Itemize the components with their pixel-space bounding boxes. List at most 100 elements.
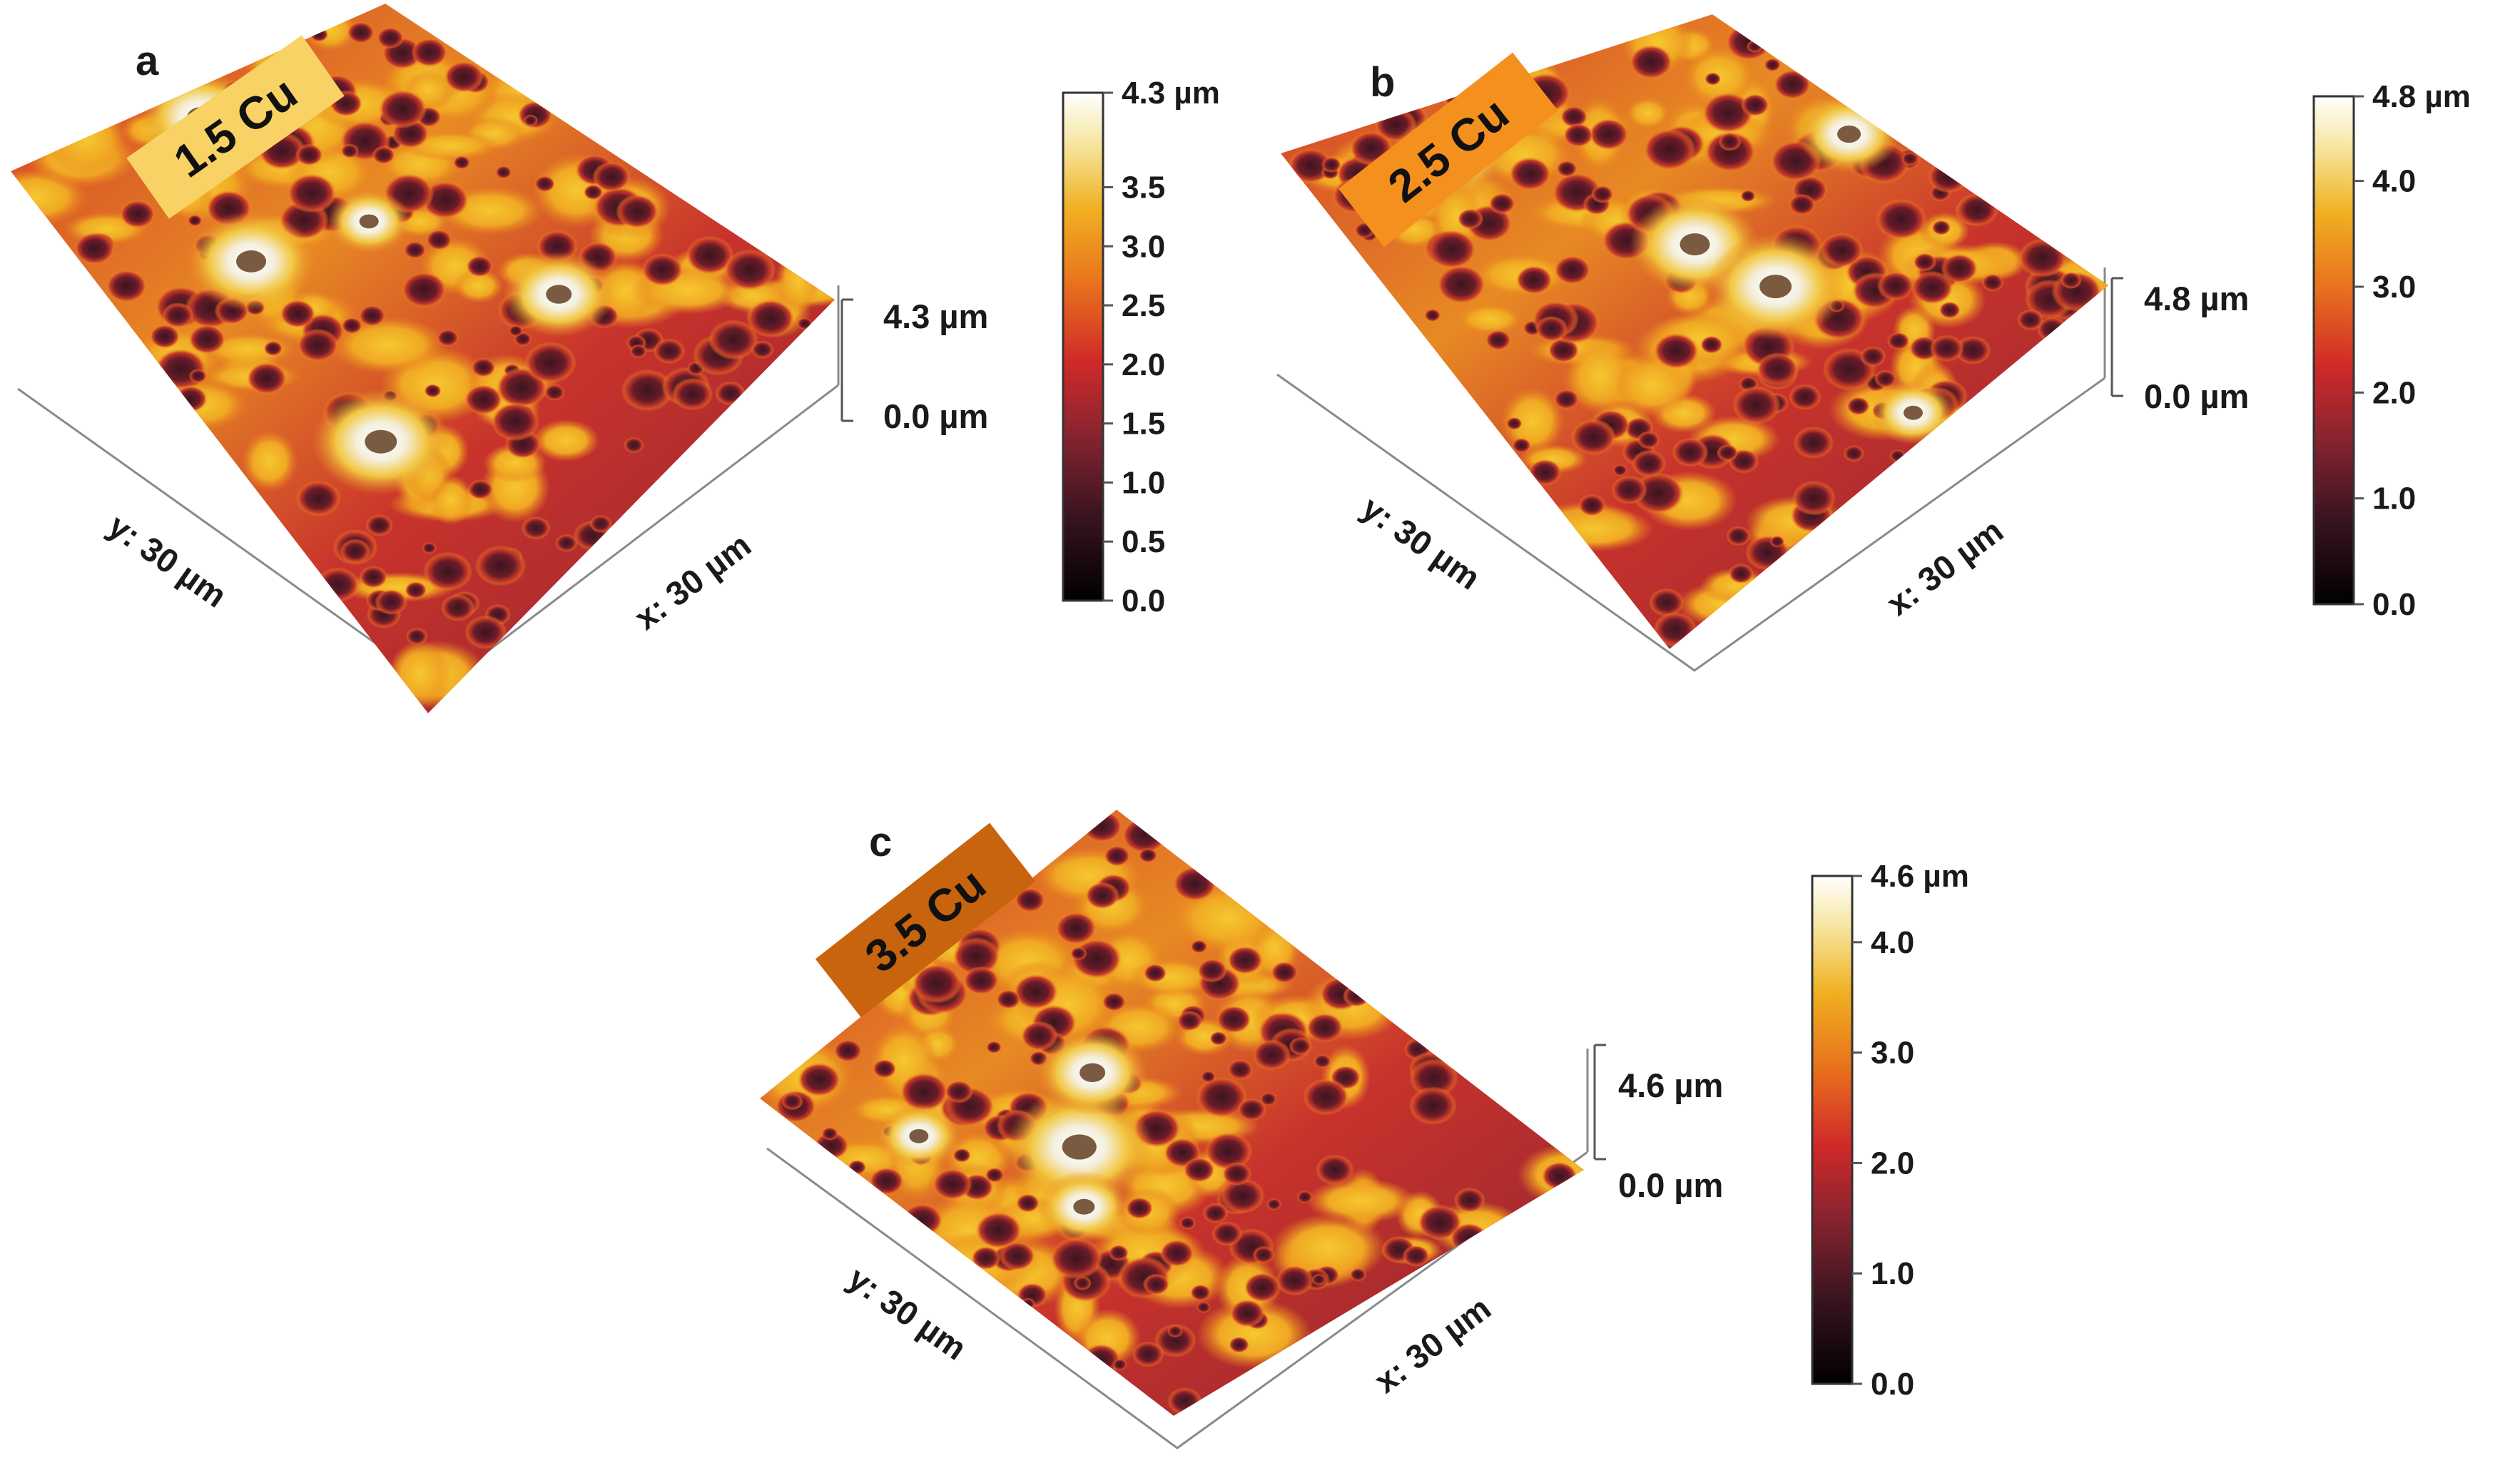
- surface-pit: [1506, 417, 1523, 430]
- surface-pit: [1611, 475, 1647, 504]
- surface-pit: [1653, 611, 1697, 647]
- surface-pit: [534, 175, 555, 193]
- surface-pit: [1296, 1190, 1314, 1204]
- surface-pit: [1717, 444, 1739, 462]
- surface-pit: [173, 385, 208, 413]
- surface-pit: [1560, 106, 1588, 128]
- surface-pit: [1266, 1198, 1282, 1210]
- surface-pit: [1085, 882, 1120, 909]
- surface-pit: [495, 165, 512, 179]
- surface-pit: [952, 937, 1000, 976]
- surface-pit: [1769, 536, 1785, 548]
- surface-pit: [1409, 1059, 1458, 1098]
- panel-c-surface: [760, 810, 1584, 1416]
- surface-pit: [1202, 1203, 1229, 1224]
- panel-b-badge-bg: [1338, 52, 1559, 248]
- surface-pit: [422, 541, 437, 554]
- panel-b-letter: b: [1370, 59, 1395, 106]
- surface-pit: [1271, 961, 1299, 984]
- surface-pit: [975, 1211, 1022, 1249]
- surface-pit: [1227, 1059, 1254, 1080]
- surface-pit: [1132, 1341, 1164, 1367]
- surface-pit: [347, 21, 375, 44]
- surface-pit: [1637, 431, 1660, 449]
- surface-pit: [471, 357, 496, 377]
- surface-pit: [797, 317, 813, 330]
- surface-pit: [1843, 444, 1865, 462]
- surface-pit: [1556, 160, 1577, 178]
- surface-pit: [149, 324, 181, 349]
- surface-pit: [523, 114, 539, 126]
- surface-pit: [1196, 1076, 1248, 1118]
- surface-bump: [1306, 1178, 1417, 1224]
- surface-pit: [340, 539, 371, 564]
- surface-pit: [1016, 1193, 1040, 1213]
- surface-bump: [45, 103, 128, 176]
- surface-pit: [1876, 271, 1914, 301]
- surface-pit: [797, 1062, 841, 1097]
- surface-pit: [1449, 1223, 1489, 1255]
- surface-crater: [1079, 1063, 1106, 1082]
- surface-pit: [1653, 332, 1700, 369]
- surface-pit: [1222, 1162, 1252, 1186]
- surface-pit: [1259, 1092, 1278, 1106]
- surface-pit: [1313, 1054, 1331, 1069]
- surface-crater: [909, 1128, 929, 1143]
- surface-pit: [1142, 1273, 1170, 1295]
- surface-pit: [999, 1241, 1035, 1271]
- surface-pit: [962, 966, 1000, 995]
- surface-pit: [723, 249, 776, 291]
- surface-pit: [1436, 265, 1486, 305]
- surface-pit: [1789, 193, 1816, 215]
- surface-pit: [952, 1148, 971, 1163]
- surface-pit: [672, 377, 713, 411]
- surface-pit: [521, 516, 551, 540]
- surface-pit: [1632, 449, 1667, 478]
- surface-crater: [1837, 125, 1861, 143]
- panel-a-z-max: 4.3 µm: [883, 297, 988, 335]
- surface-pit: [464, 615, 507, 649]
- surface-pit: [73, 232, 116, 265]
- surface-pit: [1177, 1010, 1203, 1031]
- surface-pit: [1050, 1237, 1103, 1280]
- surface-pit: [1629, 44, 1673, 80]
- surface-bump: [1270, 1213, 1387, 1283]
- surface-pit: [1417, 1204, 1463, 1240]
- surface-bump: [532, 419, 600, 462]
- panel-a-letter: a: [136, 38, 159, 84]
- surface-pit: [1773, 69, 1812, 100]
- surface-pit: [424, 384, 442, 398]
- surface-pit: [1747, 40, 1763, 53]
- surface-crater: [1759, 275, 1792, 299]
- colorbar-tick-label: 4.6 µm: [1871, 859, 1969, 894]
- surface-pit: [1981, 273, 2004, 292]
- surface-pit: [1886, 332, 1910, 350]
- surface-pit: [1700, 335, 1723, 354]
- surface-pit: [2017, 309, 2044, 331]
- colorbar-tick-label: 2.5: [1122, 288, 1165, 323]
- surface-pit: [1535, 315, 1568, 342]
- surface-pit: [1588, 118, 1629, 151]
- panel-a-badge-bg: [126, 35, 345, 219]
- surface-bump: [453, 268, 504, 304]
- surface-pit: [1757, 352, 1799, 386]
- surface-pit: [1512, 437, 1531, 453]
- colorbar-tick-label: 4.8 µm: [2372, 79, 2471, 114]
- surface-pit: [1488, 193, 1515, 215]
- panel-c-x-axis: x: 30 µm: [1367, 1289, 1498, 1400]
- surface-pit: [1237, 1098, 1266, 1121]
- panel-a-z-min: 0.0 µm: [883, 397, 988, 435]
- surface-pit: [1108, 1245, 1129, 1261]
- surface-pit: [1453, 1187, 1485, 1213]
- surface-crater: [1062, 1134, 1097, 1160]
- surface-pit: [1718, 132, 1742, 151]
- surface-pit: [1315, 1154, 1354, 1186]
- surface-pit: [405, 627, 428, 646]
- panel-b-z-min: 0.0 µm: [2144, 377, 2249, 415]
- surface-pit: [1956, 193, 1998, 227]
- surface-pit: [263, 340, 283, 357]
- surface-pit: [1408, 1086, 1457, 1125]
- surface-pit: [1485, 330, 1511, 351]
- colorbar-tick-label: 1.0: [1122, 465, 1165, 500]
